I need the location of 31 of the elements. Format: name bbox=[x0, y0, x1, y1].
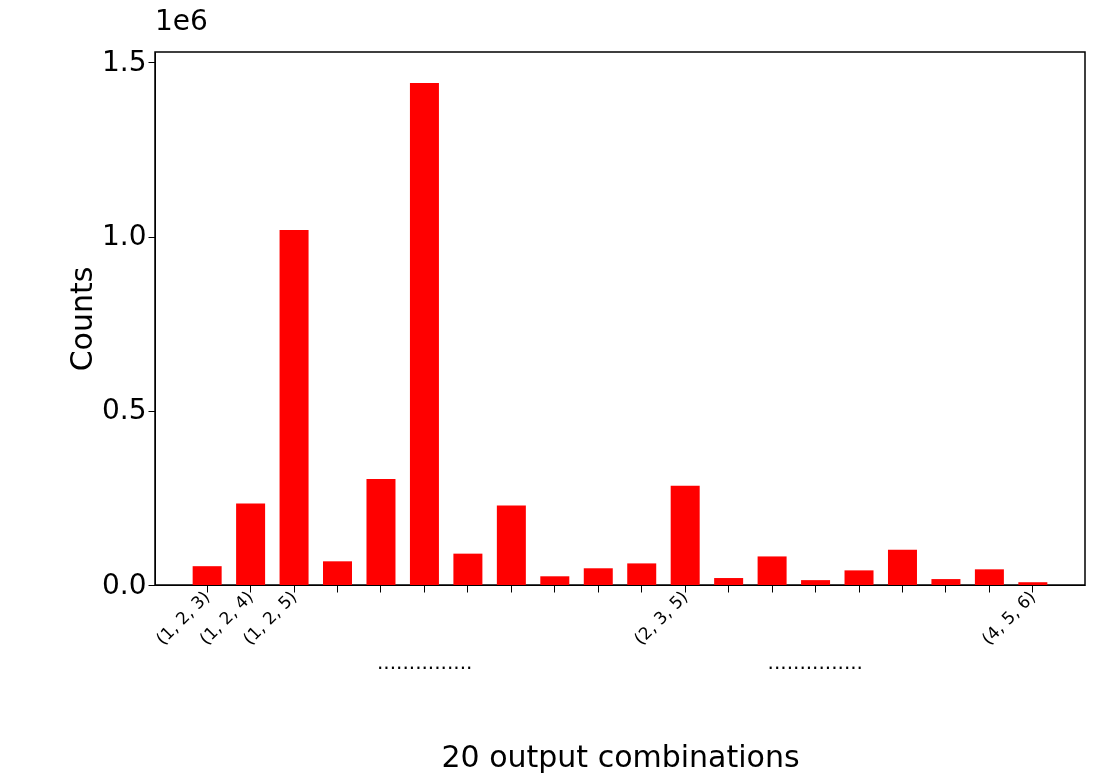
text: ............... bbox=[377, 650, 473, 674]
bar bbox=[757, 556, 787, 585]
bar bbox=[974, 569, 1004, 585]
bar bbox=[627, 563, 657, 585]
bar bbox=[366, 479, 396, 585]
bar bbox=[236, 503, 266, 585]
bar bbox=[844, 570, 874, 585]
bar bbox=[931, 579, 961, 585]
x-axis-title: 20 output combinations bbox=[441, 738, 800, 774]
bar bbox=[583, 568, 613, 585]
bar bbox=[453, 553, 483, 585]
bar bbox=[801, 580, 831, 585]
bar bbox=[540, 576, 570, 585]
y-axis-title: Counts bbox=[63, 266, 99, 372]
bar bbox=[1018, 582, 1048, 585]
bar bbox=[323, 561, 353, 585]
y-tick-label: 0.5 bbox=[101, 393, 147, 427]
bar bbox=[714, 578, 744, 585]
bar bbox=[409, 83, 439, 585]
bar bbox=[887, 549, 917, 585]
y-tick-label: 1.0 bbox=[101, 219, 147, 253]
bar bbox=[670, 485, 700, 585]
bar bbox=[279, 230, 309, 585]
x-tick-label: (4, 5, 6) bbox=[977, 586, 1040, 649]
text: ............... bbox=[767, 650, 863, 674]
bar bbox=[496, 505, 526, 585]
text: 1e6 bbox=[155, 4, 208, 37]
y-tick-label: 1.5 bbox=[101, 44, 147, 78]
x-tick-label: (2, 3, 5) bbox=[629, 586, 692, 649]
bar bbox=[192, 566, 222, 585]
y-tick-label: 0.0 bbox=[101, 567, 147, 601]
